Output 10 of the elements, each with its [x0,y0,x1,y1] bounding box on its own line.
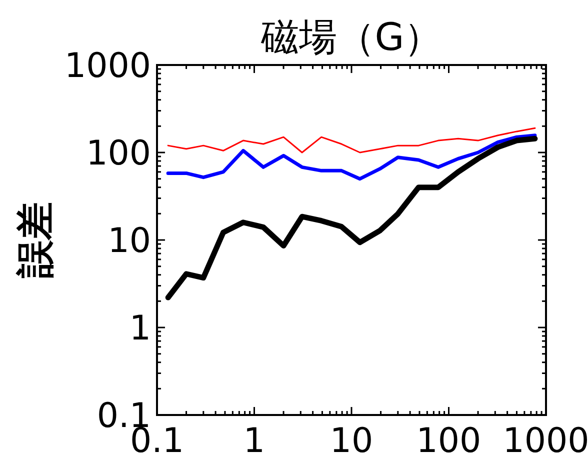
y-axis-title: 誤差 [13,202,57,279]
x-tick-label: 1 [243,421,266,459]
y-tick-label: 100 [86,134,151,174]
chart-title: 磁場（G） [260,15,442,59]
y-tick-label: 10 [108,221,151,261]
y-tick-label: 1000 [64,46,151,86]
y-tick-label: 1 [129,308,151,348]
x-tick-label: 10 [330,421,374,459]
x-tick-label: 1000 [502,421,588,459]
x-tick-label: 100 [416,421,482,459]
